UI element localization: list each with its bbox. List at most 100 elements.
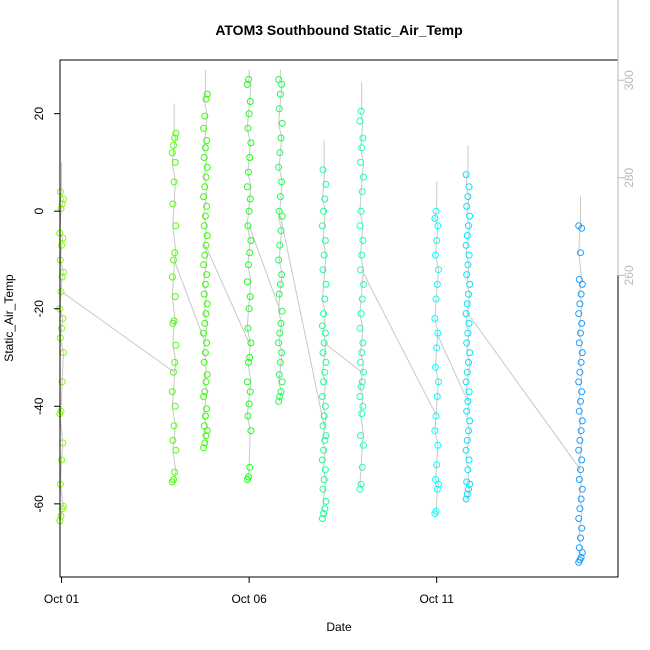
data-point bbox=[575, 378, 583, 386]
data-point bbox=[200, 329, 208, 337]
data-point bbox=[168, 273, 176, 281]
data-point bbox=[466, 417, 474, 425]
data-point bbox=[171, 293, 179, 301]
data-point bbox=[201, 251, 209, 259]
data-point bbox=[171, 468, 179, 476]
data-point bbox=[358, 295, 366, 303]
data-point bbox=[58, 378, 66, 386]
data-point bbox=[244, 324, 252, 332]
data-point bbox=[320, 412, 328, 420]
data-point bbox=[57, 407, 65, 415]
connector-line bbox=[436, 332, 469, 402]
connector-line bbox=[279, 215, 325, 426]
data-point bbox=[434, 329, 442, 337]
data-point bbox=[321, 195, 329, 203]
data-point bbox=[463, 232, 471, 240]
data-point bbox=[203, 202, 211, 210]
data-point bbox=[171, 158, 179, 166]
data-point bbox=[200, 393, 208, 400]
data-point bbox=[57, 205, 65, 213]
data-point bbox=[465, 358, 472, 366]
data-point bbox=[359, 237, 367, 244]
data-point bbox=[463, 368, 471, 376]
data-point bbox=[200, 124, 208, 132]
data-point bbox=[246, 249, 254, 257]
data-point bbox=[203, 339, 211, 347]
data-point bbox=[432, 412, 440, 420]
data-point bbox=[358, 410, 366, 418]
data-point bbox=[434, 222, 442, 230]
data-point bbox=[168, 149, 176, 157]
data-point bbox=[276, 193, 284, 201]
data-point bbox=[462, 495, 470, 503]
data-point bbox=[321, 436, 329, 444]
data-point bbox=[244, 222, 252, 230]
data-point bbox=[203, 271, 211, 279]
data-point bbox=[275, 105, 283, 113]
data-point bbox=[201, 412, 209, 420]
data-point bbox=[58, 456, 66, 464]
data-point bbox=[203, 427, 211, 435]
data-point bbox=[321, 368, 329, 376]
data-point bbox=[245, 168, 252, 176]
data-point bbox=[357, 383, 365, 391]
data-point bbox=[170, 317, 178, 325]
connector-line bbox=[467, 313, 581, 470]
data-point bbox=[576, 368, 584, 376]
data-point bbox=[244, 124, 252, 132]
data-point bbox=[462, 171, 470, 179]
data-point bbox=[202, 95, 210, 103]
data-point bbox=[464, 261, 472, 269]
data-point bbox=[170, 178, 178, 186]
y-tick-label: -60 bbox=[32, 495, 46, 513]
data-point bbox=[245, 110, 253, 118]
data-point bbox=[203, 232, 211, 240]
data-point bbox=[278, 271, 286, 279]
data-point bbox=[432, 363, 439, 371]
data-point bbox=[577, 358, 585, 366]
data-point bbox=[577, 495, 585, 503]
connector-line bbox=[323, 342, 362, 373]
data-point bbox=[357, 207, 365, 215]
data-point bbox=[169, 436, 177, 444]
data-point bbox=[463, 490, 471, 498]
data-point bbox=[578, 349, 586, 357]
data-point bbox=[203, 90, 211, 98]
data-points bbox=[56, 76, 586, 566]
data-point bbox=[318, 322, 326, 330]
data-point bbox=[245, 305, 253, 313]
data-point bbox=[200, 193, 208, 201]
data-point bbox=[463, 407, 471, 415]
data-point bbox=[277, 319, 285, 327]
profile-line bbox=[278, 79, 283, 402]
x-axis-label: Date bbox=[326, 620, 352, 634]
data-point bbox=[465, 319, 473, 327]
data-point bbox=[246, 154, 254, 161]
data-point bbox=[357, 158, 364, 166]
data-point bbox=[321, 329, 329, 337]
data-point bbox=[171, 402, 179, 410]
data-point bbox=[278, 349, 286, 357]
data-point bbox=[170, 476, 177, 483]
data-point bbox=[357, 358, 364, 366]
data-point bbox=[463, 300, 471, 308]
data-point bbox=[463, 436, 471, 444]
connector-line bbox=[204, 245, 250, 344]
data-point bbox=[200, 358, 208, 366]
data-point bbox=[244, 412, 252, 420]
data-point bbox=[433, 461, 441, 469]
data-point bbox=[246, 354, 254, 361]
data-point bbox=[359, 339, 367, 347]
y-axis-label: Static_Air_Temp bbox=[2, 274, 16, 362]
profile-line bbox=[171, 132, 177, 483]
data-point bbox=[243, 278, 251, 286]
data-point bbox=[275, 256, 283, 264]
data-point bbox=[463, 202, 471, 210]
data-point bbox=[321, 295, 329, 303]
data-point bbox=[171, 134, 179, 142]
y2-tick-label: 280 bbox=[622, 167, 636, 187]
y-tick-label: -20 bbox=[32, 300, 46, 318]
data-point bbox=[278, 378, 286, 386]
data-point bbox=[203, 163, 211, 171]
